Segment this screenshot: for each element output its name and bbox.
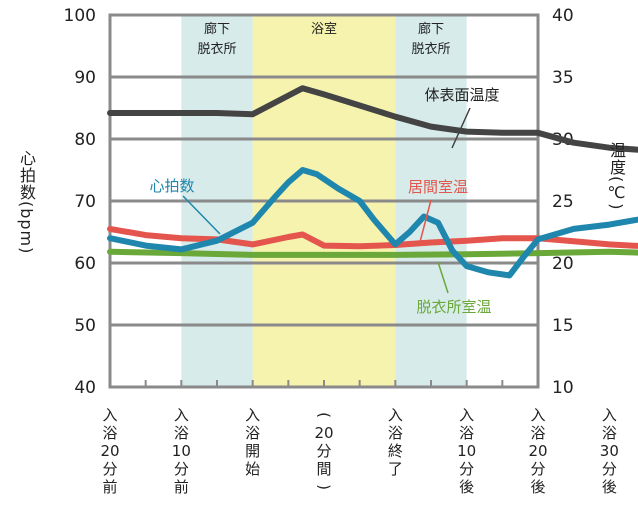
x-tick-label-1: 前 [174, 478, 189, 496]
series-line-3 [107, 167, 638, 279]
series-leader-1 [182, 195, 221, 235]
y-right-tick-label: 20 [552, 254, 574, 274]
x-tick-label-1: 浴 [174, 424, 189, 442]
x-tick-label-6: 分 [530, 460, 545, 478]
x-tick-label-4: 浴 [388, 424, 403, 442]
x-tick-label-2: 始 [245, 460, 260, 478]
x-tick-label-1: 分 [174, 460, 189, 478]
x-tick-label-3: 分 [316, 442, 331, 460]
x-tick-label-0: 浴 [102, 424, 117, 442]
x-tick-label-4: 終 [388, 442, 403, 460]
y-right-tick-label: 25 [552, 192, 574, 212]
y-right-tick-label: 10 [552, 378, 574, 398]
x-tick-label-7: 浴 [602, 424, 617, 442]
x-tick-label-0: 20 [100, 442, 119, 460]
x-tick-label-6: 20 [528, 442, 547, 460]
x-tick-label-5: 分 [459, 460, 474, 478]
band-label-0: 廊下 [204, 21, 230, 37]
x-tick-label-3: 20 [314, 424, 333, 442]
y-left-tick-label: 60 [74, 254, 96, 274]
left-axis-label: 心拍数(bpm) [17, 150, 36, 255]
x-tick-label-3: 間 [316, 460, 331, 478]
band-label-1: 浴室 [311, 21, 337, 37]
x-tick-label-0: 分 [102, 460, 117, 478]
x-tick-label-1: 10 [172, 442, 191, 460]
y-left-tick-label: 100 [64, 6, 96, 26]
series-label-3: 脱衣所室温 [416, 298, 491, 316]
y-left-tick-label: 80 [74, 130, 96, 150]
y-right-tick-label: 15 [552, 316, 574, 336]
x-tick-label-4: 入 [388, 406, 403, 424]
y-left-tick-label: 40 [74, 378, 96, 398]
x-tick-label-6: 入 [530, 406, 545, 424]
x-tick-label-0: 前 [102, 478, 117, 496]
right-axis-label: 温度(℃) [607, 142, 626, 211]
series-line-2 [107, 248, 638, 258]
band-label-0: 脱衣所 [197, 41, 236, 57]
x-tick-label-4: 了 [388, 460, 403, 478]
x-tick-label-7: 入 [602, 406, 617, 424]
x-tick-label-7: 30 [600, 442, 619, 460]
series-leader-0 [451, 107, 471, 149]
x-tick-label-2: 開 [245, 442, 260, 460]
y-right-tick-label: 35 [552, 68, 574, 88]
x-tick-label-5: 後 [459, 478, 474, 496]
x-tick-label-6: 後 [530, 478, 545, 496]
series-label-1: 心拍数 [149, 177, 194, 195]
x-tick-label-1: 入 [174, 406, 189, 424]
x-tick-label-0: 入 [102, 406, 117, 424]
x-tick-label-2: 入 [245, 406, 260, 424]
x-tick-label-5: 入 [459, 406, 474, 424]
y-left-tick-label: 70 [74, 192, 96, 212]
x-tick-label-5: 浴 [459, 424, 474, 442]
x-tick-label-3: ) [315, 484, 333, 490]
band-label-2: 脱衣所 [411, 41, 450, 57]
y-left-tick-label: 50 [74, 316, 96, 336]
y-right-tick-label: 40 [552, 6, 574, 26]
y-left-tick-label: 90 [74, 68, 96, 88]
series-leader-2 [419, 199, 432, 243]
series-label-2: 居間室温 [408, 178, 468, 196]
x-tick-label-7: 後 [602, 478, 617, 496]
series-leader-3 [437, 261, 449, 294]
x-tick-label-3: ( [315, 412, 333, 418]
series-line-0 [107, 85, 638, 153]
x-tick-label-2: 浴 [245, 424, 260, 442]
x-tick-label-5: 10 [457, 442, 476, 460]
band-label-2: 廊下 [418, 21, 444, 37]
series-label-0: 体表面温度 [424, 86, 499, 104]
x-tick-label-7: 分 [602, 460, 617, 478]
x-tick-label-6: 浴 [530, 424, 545, 442]
